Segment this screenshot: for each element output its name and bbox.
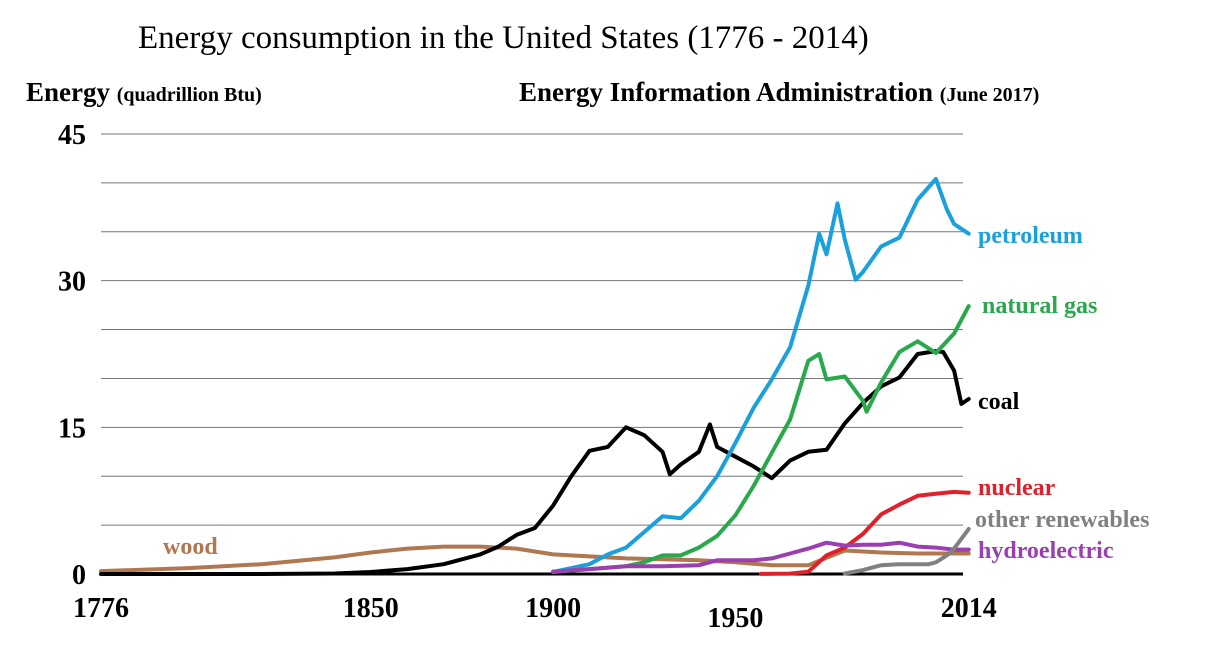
series-label-petroleum: petroleum — [978, 223, 1083, 249]
source-name: Energy Information Administration — [519, 77, 934, 107]
series-label-hydroelectric: hydroelectric — [978, 538, 1114, 564]
series-label-natural-gas: natural gas — [982, 293, 1097, 319]
series-label-coal: coal — [978, 389, 1020, 415]
x-tick-label: 1776 — [73, 593, 129, 624]
y-tick-labels: 0 15 30 45 — [58, 120, 86, 591]
source-date: (June 2017) — [939, 84, 1040, 106]
y-tick-label: 45 — [58, 120, 86, 151]
series-line-natural-gas — [551, 304, 971, 574]
series-line-petroleum — [551, 177, 971, 574]
series-lines — [99, 177, 971, 576]
y-tick-label: 30 — [58, 267, 86, 298]
series-line-hydroelectric — [551, 540, 971, 574]
series-labels: wood coal petroleum natural gas nuclear hydro… — [163, 223, 1149, 564]
x-tick-label: 2014 — [941, 593, 997, 624]
chart-title: Energy consumption in the United States … — [138, 20, 869, 56]
y-tick-label: 0 — [72, 560, 86, 591]
series-line-other-renewables — [842, 527, 971, 576]
series-line-coal — [99, 349, 971, 576]
y-axis-unit: (quadrillion Btu) — [116, 84, 262, 106]
x-tick-label: 1900 — [525, 593, 581, 624]
x-tick-labels: 1776 1850 1900 1950 2014 — [73, 593, 997, 634]
y-axis-label-text: Energy — [26, 77, 110, 107]
y-tick-label: 15 — [58, 413, 86, 444]
gridlines — [101, 133, 963, 576]
series-line-nuclear — [758, 489, 971, 576]
source-label: Energy Information Administration (June … — [519, 77, 1039, 108]
x-tick-label: 1850 — [343, 593, 399, 624]
series-label-wood: wood — [163, 534, 218, 560]
series-line-wood — [99, 544, 971, 574]
y-axis-label: Energy (quadrillion Btu) — [26, 77, 262, 108]
series-label-other-renewables: other renewables — [975, 507, 1149, 533]
series-label-nuclear: nuclear — [978, 475, 1056, 501]
x-tick-label: 1950 — [707, 603, 763, 634]
